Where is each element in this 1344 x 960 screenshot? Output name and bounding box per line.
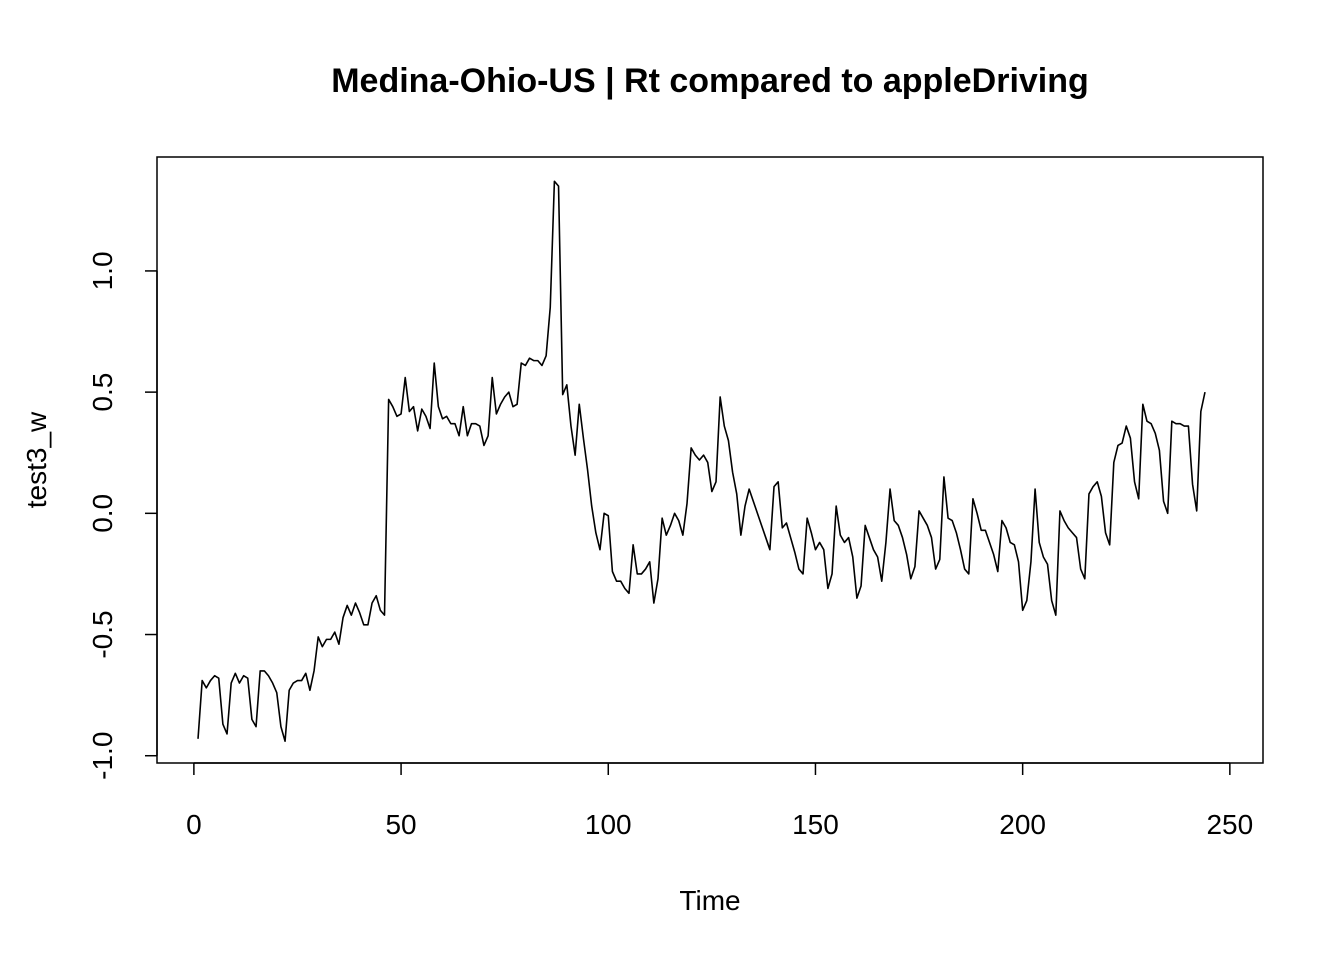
y-axis: -1.0 -0.5 0.0 0.5 1.0 (87, 251, 158, 780)
x-axis: 0 50 100 150 200 250 (186, 762, 1253, 840)
plot-frame (156, 156, 1264, 764)
y-tick-label: -1.0 (87, 732, 118, 780)
y-tick-label: 0.0 (87, 494, 118, 533)
y-tick-label: 0.5 (87, 373, 118, 412)
y-axis-label: test3_w (21, 411, 52, 508)
x-tick-label: 50 (385, 809, 416, 840)
x-tick-label: 150 (792, 809, 839, 840)
x-tick-label: 250 (1206, 809, 1253, 840)
series-layer (197, 180, 1206, 742)
x-tick-label: 0 (186, 809, 202, 840)
chart-title: Medina-Ohio-US | Rt compared to appleDri… (331, 62, 1089, 100)
series-line (197, 180, 1206, 742)
y-tick-label: -0.5 (87, 610, 118, 658)
x-tick-label: 200 (999, 809, 1046, 840)
y-tick-label: 1.0 (87, 251, 118, 290)
x-tick-label: 100 (585, 809, 632, 840)
x-axis-label: Time (679, 885, 740, 916)
